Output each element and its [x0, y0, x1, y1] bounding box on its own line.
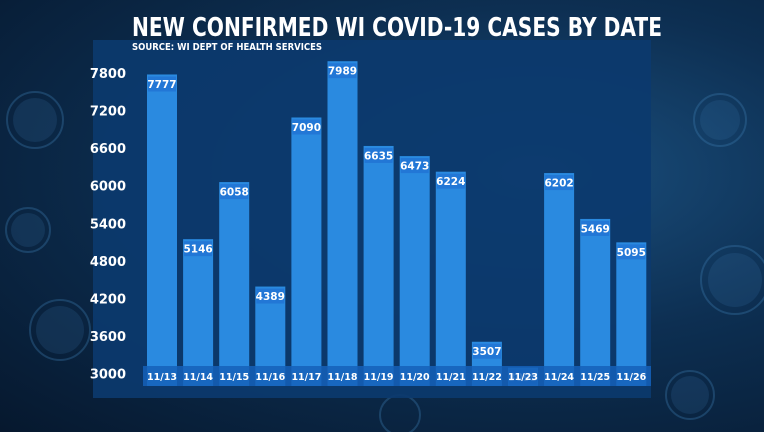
category-label: 11/21: [436, 372, 466, 383]
value-label: 6635: [364, 150, 393, 162]
value-label: 3507: [472, 346, 501, 358]
category-label: 11/24: [544, 372, 574, 383]
value-label: 7989: [328, 66, 357, 78]
bar: [147, 74, 177, 386]
chart-source: SOURCE: WI DEPT OF HEALTH SERVICES: [132, 42, 322, 53]
category-label: 11/20: [400, 372, 430, 383]
value-label: 6473: [400, 161, 429, 173]
value-label-box: [436, 173, 465, 189]
value-label-box: [148, 76, 176, 92]
value-label-box: [581, 220, 610, 236]
bar: [219, 182, 250, 386]
category-label: 11/19: [364, 372, 394, 383]
bar: [435, 171, 466, 386]
value-label: 7090: [292, 122, 321, 134]
bar: [399, 156, 430, 386]
chart-title: NEW CONFIRMED WI COVID-19 CASES BY DATE: [132, 13, 662, 43]
category-label: 11/14: [183, 372, 213, 383]
y-axis: 3000 3600 4200 4800 5400 6000 6600 7200 7800: [90, 67, 126, 382]
value-label: 6058: [220, 187, 249, 199]
value-label-box: [472, 343, 501, 359]
value-label: 6224: [436, 176, 465, 188]
y-tick-label: 6600: [90, 142, 126, 157]
y-tick-label: 4800: [90, 255, 126, 270]
category-label: 11/22: [472, 372, 502, 383]
y-tick-label: 7200: [90, 105, 126, 120]
category-label: 11/17: [291, 372, 321, 383]
value-label: 5469: [581, 223, 610, 235]
value-label-box: [364, 147, 393, 163]
value-label-box: [256, 288, 285, 304]
bar: [327, 61, 358, 387]
category-label: 11/26: [616, 372, 646, 383]
bar: [544, 173, 575, 386]
y-tick-label: 3000: [90, 367, 126, 382]
bars: 7777 5146 6058 4389 7090 7989 6635 6473 6224 3507…: [147, 61, 647, 387]
value-label-box: [400, 158, 429, 174]
value-label-box: [545, 175, 574, 191]
category-labels: 11/13 11/14 11/15 11/16 11/17 11/18 11/19 11/20…: [147, 372, 647, 383]
y-tick-label: 5400: [90, 217, 126, 232]
bar: [363, 145, 394, 386]
value-label-box: [220, 184, 249, 200]
value-label-box: [184, 241, 213, 257]
value-label: 4389: [256, 291, 285, 303]
value-label-box: [292, 119, 321, 135]
category-label: 11/23: [508, 372, 538, 383]
value-label: 5095: [617, 247, 646, 259]
category-label: 11/16: [255, 372, 285, 383]
value-label: 5146: [183, 244, 212, 256]
value-label: 7777: [147, 79, 176, 91]
value-label-box: [617, 244, 646, 260]
category-label: 11/18: [328, 372, 358, 383]
y-tick-label: 7800: [90, 67, 126, 82]
category-label: 11/13: [147, 372, 177, 383]
y-tick-label: 6000: [90, 180, 126, 195]
bar: [183, 239, 214, 386]
bar: [291, 117, 322, 386]
category-label: 11/25: [580, 372, 610, 383]
value-label-box: [328, 63, 357, 79]
y-tick-label: 4200: [90, 292, 126, 307]
category-label: 11/15: [219, 372, 249, 383]
value-label: 6202: [544, 178, 573, 190]
category-band: [143, 366, 651, 386]
y-tick-label: 3600: [90, 330, 126, 345]
bar: [616, 242, 647, 386]
bar: [580, 218, 611, 386]
